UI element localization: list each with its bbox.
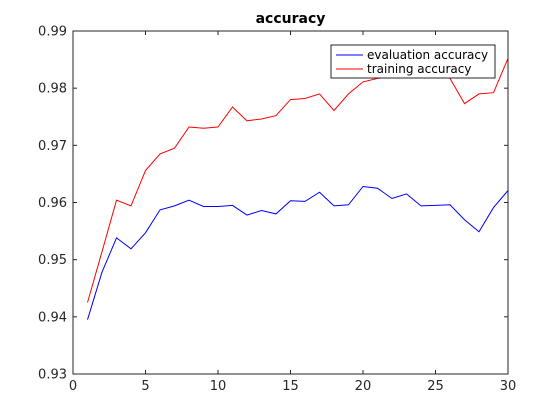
x-tick-label: 25: [427, 379, 444, 394]
legend-label: training accuracy: [367, 62, 471, 76]
chart-title: accuracy: [256, 11, 326, 27]
axes-box: [72, 30, 509, 375]
y-tick-label: 0.94: [38, 310, 67, 325]
legend-label: evaluation accuracy: [367, 48, 488, 62]
x-tick-label: 5: [141, 379, 149, 394]
legend-box: [330, 44, 496, 79]
y-axis: 0.93 0.94 0.95 0.96 0.97 0.98 0.99: [38, 25, 508, 383]
series-layer: [87, 58, 509, 320]
x-tick-label: 10: [210, 379, 227, 394]
y-tick-label: 0.96: [38, 196, 67, 211]
y-tick-label: 0.97: [38, 139, 67, 154]
x-tick-label: 0: [69, 379, 77, 394]
y-tick-label: 0.98: [38, 82, 67, 97]
x-tick-label: 30: [500, 379, 517, 394]
y-tick-label: 0.99: [38, 25, 67, 40]
series-line-evaluation: [87, 185, 509, 320]
x-tick-label: 15: [282, 379, 299, 394]
series-line-training: [87, 58, 509, 303]
y-tick-label: 0.95: [38, 253, 67, 268]
y-tick-label: 0.93: [38, 368, 67, 383]
x-axis: 0 5 10 15 20 25 30: [69, 31, 516, 394]
x-tick-label: 20: [355, 379, 372, 394]
